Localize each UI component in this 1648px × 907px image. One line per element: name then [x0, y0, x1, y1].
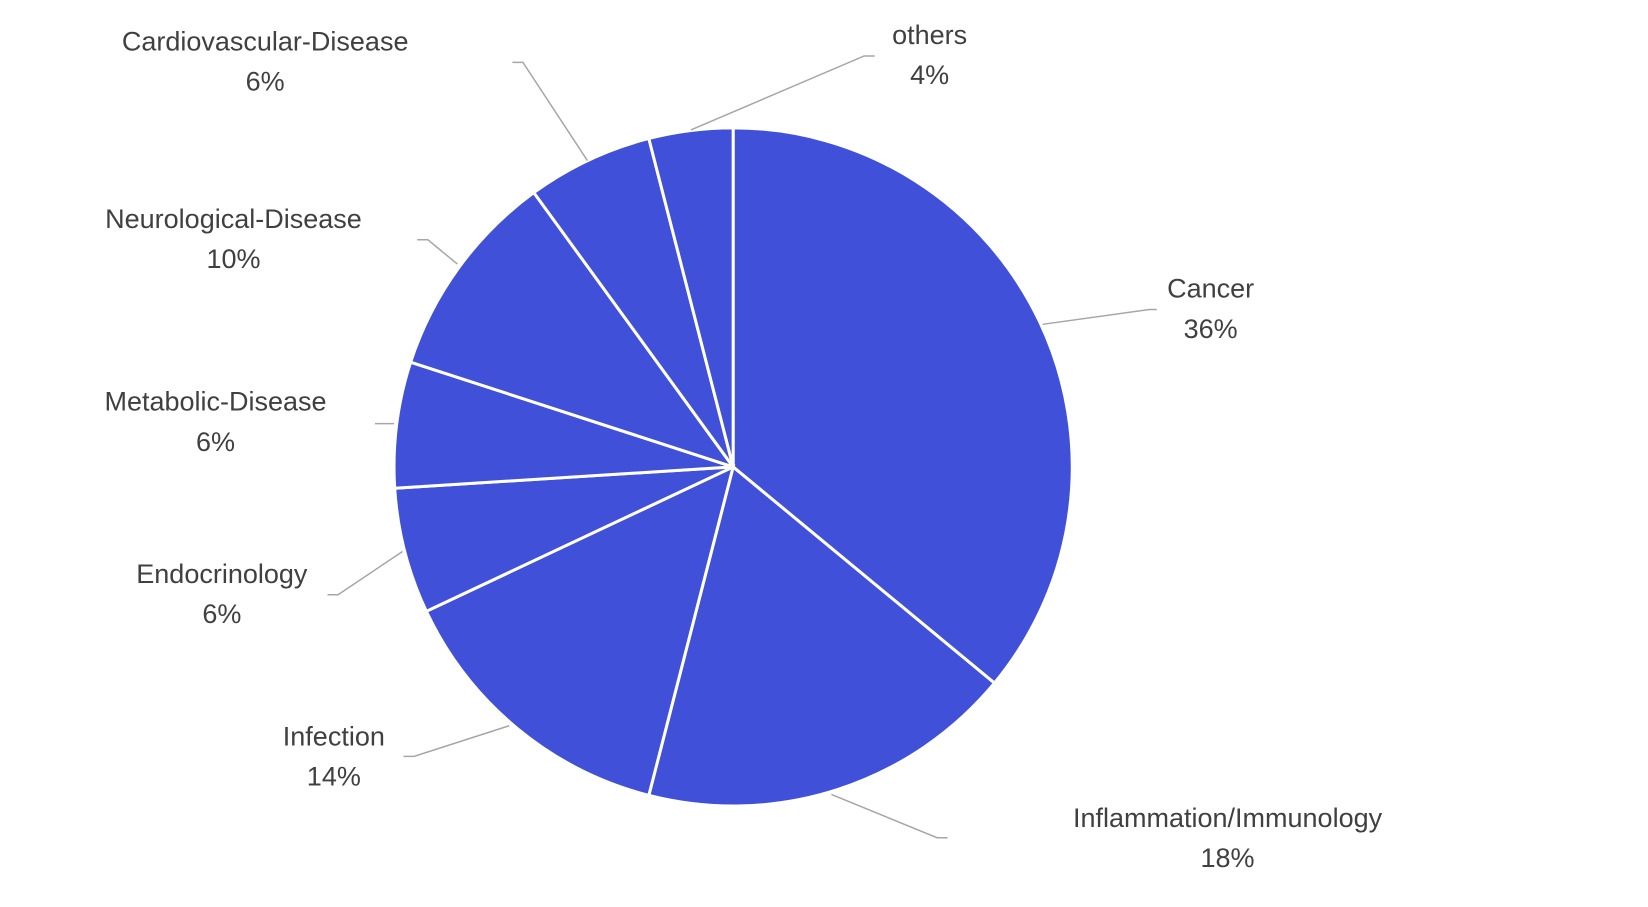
- pie-slice: [531, 136, 735, 468]
- category-label: Metabolic-Disease: [104, 387, 326, 417]
- pie-slice: [392, 360, 734, 490]
- leader-line: [327, 550, 403, 596]
- value-label: 4%: [910, 60, 949, 90]
- pie-slice: [646, 464, 997, 808]
- pie-slice: [646, 126, 735, 468]
- pie-slice: [408, 190, 738, 470]
- category-label: Inflammation/Immunology: [1073, 803, 1383, 833]
- value-label: 14%: [307, 762, 361, 792]
- category-label: Cardiovascular-Disease: [122, 26, 409, 56]
- value-label: 6%: [246, 67, 285, 97]
- category-label: Endocrinology: [136, 559, 308, 589]
- category-label: Neurological-Disease: [105, 204, 362, 234]
- value-label: 18%: [1201, 843, 1255, 873]
- category-label: Infection: [283, 722, 385, 752]
- leader-line: [831, 793, 948, 839]
- value-label: 36%: [1184, 314, 1238, 344]
- leader-line: [512, 61, 588, 161]
- pie-slice: [424, 464, 736, 798]
- value-label: 10%: [206, 244, 260, 274]
- leader-line: [417, 239, 458, 265]
- pie-slice: [393, 465, 734, 614]
- leader-line: [690, 55, 875, 131]
- category-label: others: [892, 20, 967, 50]
- pie-slice: [731, 126, 1074, 686]
- leader-line: [403, 725, 510, 758]
- category-label: Cancer: [1167, 274, 1254, 304]
- value-label: 6%: [202, 599, 241, 629]
- value-label: 6%: [196, 427, 235, 457]
- leader-line: [1042, 308, 1157, 326]
